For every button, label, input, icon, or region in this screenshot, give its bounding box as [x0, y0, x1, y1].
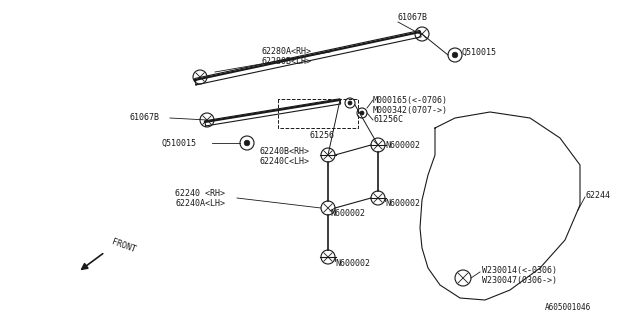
Text: 62244: 62244	[585, 190, 610, 199]
Text: 61067B: 61067B	[130, 114, 160, 123]
Text: 62240 <RH>: 62240 <RH>	[175, 188, 225, 197]
Circle shape	[244, 140, 250, 146]
Text: 62280B<LH>: 62280B<LH>	[262, 58, 312, 67]
Circle shape	[360, 111, 364, 115]
Text: N600002: N600002	[385, 198, 420, 207]
Text: W230047(0306->): W230047(0306->)	[482, 276, 557, 284]
Text: W230014(<-0306): W230014(<-0306)	[482, 266, 557, 275]
Text: Q510015: Q510015	[462, 47, 497, 57]
Text: A605001046: A605001046	[545, 303, 591, 313]
Text: 61256: 61256	[310, 131, 335, 140]
Circle shape	[348, 101, 352, 105]
Text: FRONT: FRONT	[110, 237, 136, 254]
Circle shape	[452, 52, 458, 58]
Text: 62240B<RH>: 62240B<RH>	[260, 148, 310, 156]
Text: M000165(<-0706): M000165(<-0706)	[373, 95, 448, 105]
Text: 62240A<LH>: 62240A<LH>	[175, 198, 225, 207]
Text: N600002: N600002	[385, 140, 420, 149]
Text: 62280A<RH>: 62280A<RH>	[262, 47, 312, 57]
Text: M000342(0707->): M000342(0707->)	[373, 106, 448, 115]
Text: Q510015: Q510015	[162, 139, 197, 148]
Text: 62240C<LH>: 62240C<LH>	[260, 157, 310, 166]
Text: 61067B: 61067B	[398, 13, 428, 22]
Text: 61256C: 61256C	[373, 116, 403, 124]
Text: N600002: N600002	[330, 209, 365, 218]
Text: N600002: N600002	[335, 259, 370, 268]
